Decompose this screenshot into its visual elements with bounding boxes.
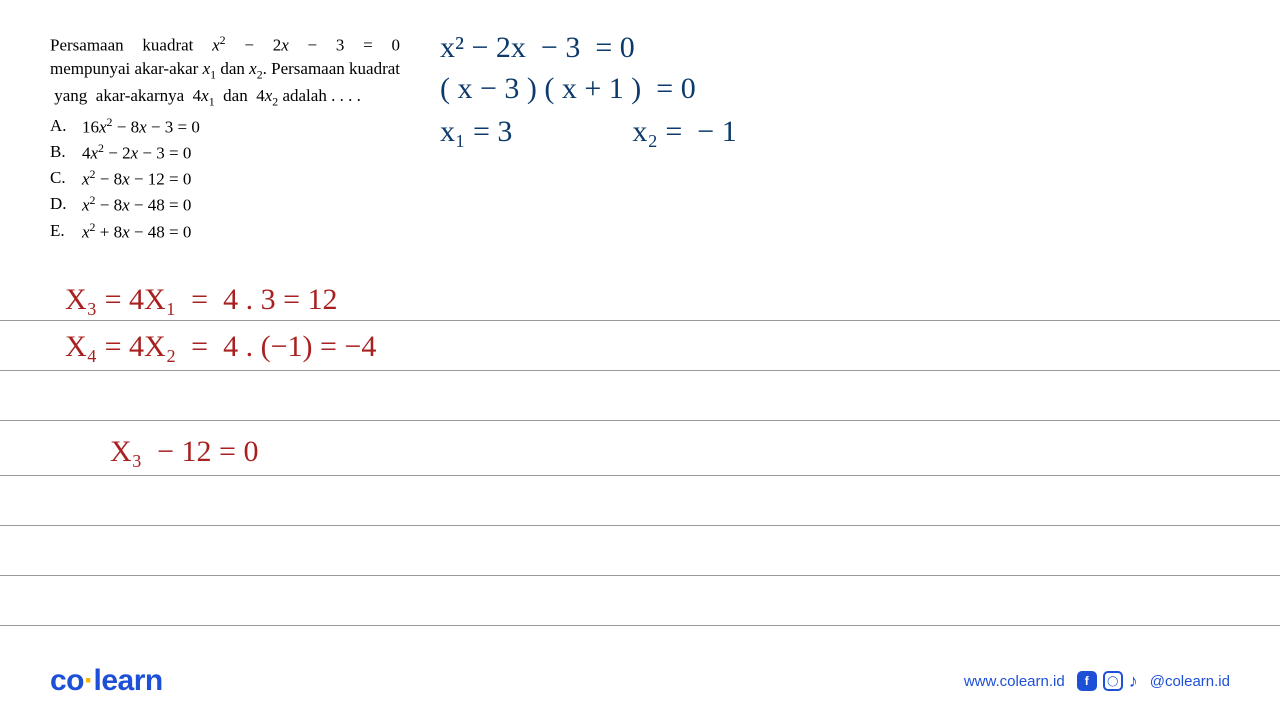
blue-line-3b: x₂ = − 1: [632, 112, 736, 151]
red-line-1: X₃ = 4X₁ = 4 . 3 = 12: [65, 283, 338, 317]
blue-line-1: x² − 2x − 3 = 0: [440, 28, 940, 67]
footer-handle: @colearn.id: [1150, 673, 1230, 690]
options-list: A. 16x2 − 8x − 3 = 0 B. 4x2 − 2x − 3 = 0…: [50, 114, 400, 245]
hline: [0, 420, 1280, 421]
hline: [0, 525, 1280, 526]
hline: [0, 320, 1280, 321]
hline: [0, 575, 1280, 576]
instagram-icon: ◯: [1103, 671, 1123, 691]
red-line-3: X₃ − 12 = 0: [110, 435, 258, 469]
question-text: Persamaan kuadrat x2 − 2x − 3 = 0 mempun…: [50, 32, 400, 110]
option-letter: C.: [50, 166, 68, 192]
social-icons: f ◯ ♪: [1077, 671, 1138, 692]
handwriting-blue: x² − 2x − 3 = 0 ( x − 3 ) ( x + 1 ) = 0 …: [440, 28, 940, 151]
footer: co·learn www.colearn.id f ◯ ♪ @colearn.i…: [0, 664, 1280, 698]
option-content: 4x2 − 2x − 3 = 0: [82, 140, 191, 166]
hline: [0, 370, 1280, 371]
logo-co: co: [50, 664, 84, 697]
option-b: B. 4x2 − 2x − 3 = 0: [50, 140, 400, 166]
logo-learn: learn: [94, 664, 163, 697]
option-content: 16x2 − 8x − 3 = 0: [82, 114, 200, 140]
blue-line-3a: x₁ = 3: [440, 112, 512, 151]
hline: [0, 475, 1280, 476]
option-d: D. x2 − 8x − 48 = 0: [50, 192, 400, 218]
option-content: x2 − 8x − 12 = 0: [82, 166, 191, 192]
option-letter: A.: [50, 114, 68, 140]
blue-line-2: ( x − 3 ) ( x + 1 ) = 0: [440, 69, 940, 108]
hline: [0, 625, 1280, 626]
footer-right: www.colearn.id f ◯ ♪ @colearn.id: [964, 671, 1230, 692]
option-content: x2 + 8x − 48 = 0: [82, 219, 191, 245]
option-content: x2 − 8x − 48 = 0: [82, 192, 191, 218]
option-c: C. x2 − 8x − 12 = 0: [50, 166, 400, 192]
option-a: A. 16x2 − 8x − 3 = 0: [50, 114, 400, 140]
page: Persamaan kuadrat x2 − 2x − 3 = 0 mempun…: [0, 0, 1280, 720]
logo: co·learn: [50, 664, 163, 698]
tiktok-icon: ♪: [1129, 671, 1138, 692]
question-block: Persamaan kuadrat x2 − 2x − 3 = 0 mempun…: [50, 32, 400, 245]
facebook-icon: f: [1077, 671, 1097, 691]
footer-url: www.colearn.id: [964, 673, 1065, 690]
option-letter: D.: [50, 192, 68, 218]
option-letter: E.: [50, 219, 68, 245]
red-line-2: X₄ = 4X₂ = 4 . (−1) = −4: [65, 330, 376, 364]
option-e: E. x2 + 8x − 48 = 0: [50, 219, 400, 245]
logo-dot-icon: ·: [84, 664, 94, 697]
option-letter: B.: [50, 140, 68, 166]
